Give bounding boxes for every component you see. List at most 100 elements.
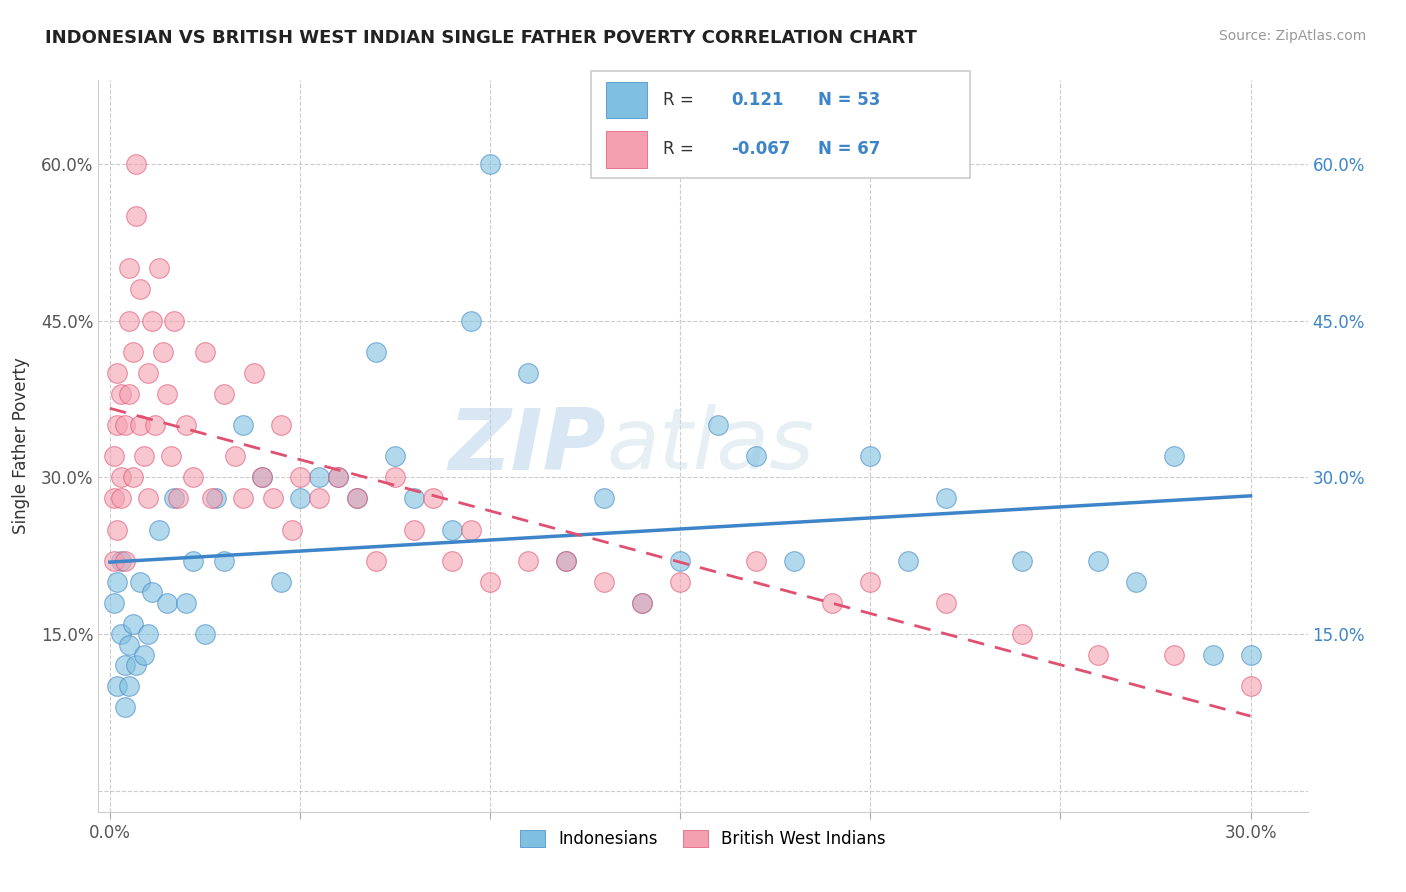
Text: R =: R = [662, 91, 693, 109]
Point [555, 554, 578, 568]
Text: Source: ZipAtlas.com: Source: ZipAtlas.com [1219, 29, 1367, 43]
Point [250, 470, 273, 484]
Point [479, 574, 502, 589]
Point [1201, 648, 1223, 662]
Point [346, 491, 368, 506]
Point [859, 574, 882, 589]
Point [156, 596, 179, 610]
Point [107, 366, 129, 380]
Point [183, 470, 205, 484]
Point [326, 470, 349, 484]
Point [145, 418, 167, 433]
Point [136, 366, 159, 380]
Point [118, 261, 141, 276]
Text: -0.067: -0.067 [731, 141, 790, 159]
Text: R =: R = [662, 141, 693, 159]
Point [114, 700, 136, 714]
Point [232, 418, 254, 433]
Point [167, 491, 190, 506]
Point [1087, 554, 1109, 568]
Point [243, 366, 266, 380]
Point [103, 554, 125, 568]
Point [103, 491, 125, 506]
Point [232, 491, 254, 506]
Point [183, 554, 205, 568]
Point [194, 345, 217, 359]
Point [707, 418, 730, 433]
Point [745, 554, 768, 568]
Point [308, 491, 330, 506]
Point [132, 648, 155, 662]
Point [935, 491, 957, 506]
Point [460, 313, 482, 327]
Point [103, 450, 125, 464]
Point [212, 386, 235, 401]
Point [136, 491, 159, 506]
Point [110, 491, 132, 506]
Point [121, 616, 143, 631]
Point [163, 491, 186, 506]
Point [384, 450, 406, 464]
Point [479, 157, 502, 171]
FancyBboxPatch shape [606, 82, 647, 119]
Point [364, 554, 387, 568]
Point [1011, 627, 1033, 641]
Point [114, 554, 136, 568]
Point [201, 491, 224, 506]
Text: INDONESIAN VS BRITISH WEST INDIAN SINGLE FATHER POVERTY CORRELATION CHART: INDONESIAN VS BRITISH WEST INDIAN SINGLE… [45, 29, 917, 46]
Point [631, 596, 654, 610]
Y-axis label: Single Father Poverty: Single Father Poverty [11, 358, 30, 534]
Point [262, 491, 284, 506]
Point [402, 523, 425, 537]
Point [118, 638, 141, 652]
Point [859, 450, 882, 464]
Point [174, 418, 197, 433]
Point [110, 627, 132, 641]
Point [460, 523, 482, 537]
Point [783, 554, 806, 568]
Point [308, 470, 330, 484]
Point [107, 418, 129, 433]
Point [107, 523, 129, 537]
Text: atlas: atlas [606, 404, 814, 488]
Point [897, 554, 920, 568]
Point [1239, 679, 1261, 693]
Point [118, 313, 141, 327]
Point [114, 418, 136, 433]
Point [107, 679, 129, 693]
Point [174, 596, 197, 610]
Point [194, 627, 217, 641]
Point [364, 345, 387, 359]
Point [441, 523, 464, 537]
Point [270, 418, 292, 433]
Point [288, 491, 311, 506]
Point [125, 209, 148, 223]
Point [121, 345, 143, 359]
Point [141, 585, 163, 599]
Point [212, 554, 235, 568]
Point [555, 554, 578, 568]
Point [250, 470, 273, 484]
Point [141, 313, 163, 327]
Text: 0.121: 0.121 [731, 91, 783, 109]
Text: N = 67: N = 67 [818, 141, 880, 159]
Point [156, 386, 179, 401]
Point [517, 366, 540, 380]
Point [132, 450, 155, 464]
Point [125, 658, 148, 673]
Point [593, 574, 616, 589]
Point [402, 491, 425, 506]
Point [224, 450, 246, 464]
Point [745, 450, 768, 464]
Point [121, 470, 143, 484]
Point [821, 596, 844, 610]
Point [669, 574, 692, 589]
Point [110, 554, 132, 568]
Point [107, 574, 129, 589]
Point [326, 470, 349, 484]
Point [163, 313, 186, 327]
Point [346, 491, 368, 506]
Point [422, 491, 444, 506]
Point [1163, 648, 1185, 662]
Point [159, 450, 181, 464]
